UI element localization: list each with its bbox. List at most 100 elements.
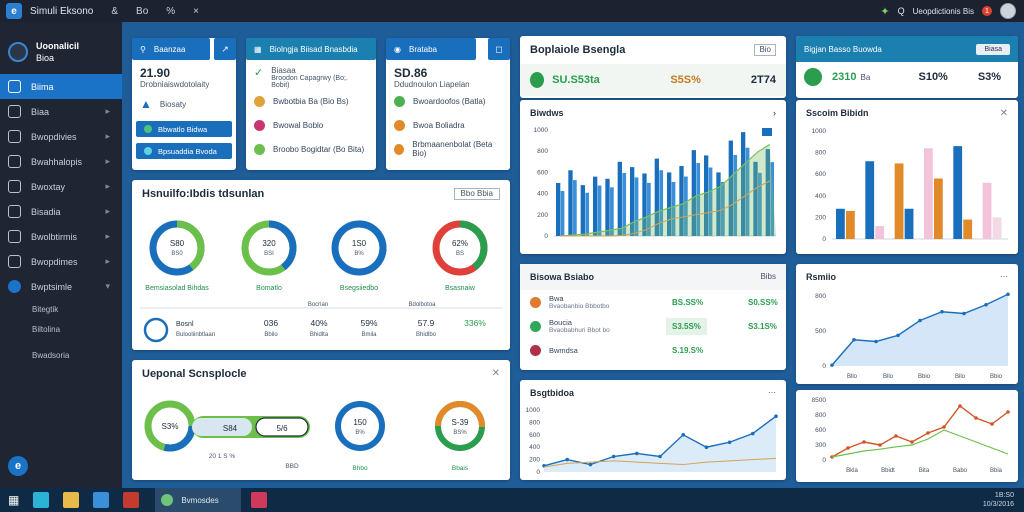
card1-pill-2[interactable]: Bpsuaddia Bvoda <box>136 143 232 159</box>
close-icon[interactable]: × <box>193 5 200 17</box>
sidebar-item-7[interactable]: Bwolbtirmis ▸ <box>0 224 122 249</box>
search-icon[interactable]: Q <box>897 6 905 16</box>
bar <box>953 146 963 239</box>
table-row[interactable]: Bwmdsa S.19.S% <box>520 338 786 362</box>
folder-icon[interactable] <box>63 492 80 508</box>
data-point <box>635 451 639 456</box>
y-tick-label: 1000 <box>812 128 827 135</box>
data-point <box>962 311 966 316</box>
sidebar-item-4[interactable]: Bwahhalopis ▸ <box>0 149 122 174</box>
sidebar-item-9[interactable]: Bwptsimle ▾ <box>0 274 122 299</box>
sidebar-item-5[interactable]: Bwoxtay ▸ <box>0 174 122 199</box>
browser-icon[interactable] <box>33 492 50 508</box>
kpi-right-title: Bigjan Basso Buowda <box>804 44 882 54</box>
tab-1[interactable]: & <box>111 5 119 17</box>
donut-row: S80 BS0 Bemsiasolad Bihdas 320 BSI Bomatlo 1S0… <box>140 220 502 343</box>
leaf-icon[interactable]: ✦ <box>880 5 890 18</box>
sidebar-item-8[interactable]: Bwopdimes ▸ <box>0 249 122 274</box>
data-point <box>1006 292 1010 297</box>
status-dot <box>530 344 541 356</box>
sidebar-item-6[interactable]: Bisadia ▸ <box>0 199 122 224</box>
row-value: S.19.S% <box>672 345 704 355</box>
app-icon-red[interactable] <box>123 492 140 508</box>
lower-title: Ueponal Scnsplocle <box>142 368 247 380</box>
chevron-right-icon: ▸ <box>105 106 110 116</box>
sidebar-item-3[interactable]: Bwopdivies ▸ <box>0 124 122 149</box>
y-tick-label: 200 <box>815 214 826 221</box>
chevron-right-icon: ▸ <box>105 156 110 166</box>
donut-label: Bbais <box>452 465 469 472</box>
row-name: Bwmdsa <box>549 345 578 355</box>
tab-3[interactable]: % <box>166 5 176 17</box>
y-tick-label: 800 <box>529 419 540 426</box>
data-point <box>704 445 709 449</box>
notification-badge[interactable]: 1 <box>982 6 992 16</box>
app-title: Simuli Eksono <box>30 5 94 17</box>
sidebar-subitem-2[interactable]: Biltolina <box>32 324 61 334</box>
sidebar-item-label: Bisadia <box>31 206 61 217</box>
bar <box>704 155 709 236</box>
sidebar-subitem-1[interactable]: Bitegtik <box>32 304 59 314</box>
bar <box>634 177 639 236</box>
check-icon: ✓ <box>254 67 264 79</box>
avatar[interactable] <box>1000 3 1016 19</box>
y-tick-label: 600 <box>529 432 540 439</box>
sidebar-item-label: Biaa <box>31 106 50 117</box>
close-icon[interactable]: ✕ <box>491 368 500 379</box>
data-point <box>894 434 898 438</box>
y-tick-label: 800 <box>815 150 826 157</box>
window-icon[interactable] <box>93 492 110 508</box>
kpi-title: Boplaiole Bsengla <box>530 44 626 56</box>
donut-label: Bsasnaiw <box>445 285 476 292</box>
menu-icon[interactable]: ⋯ <box>1000 272 1008 281</box>
help-icon[interactable]: e <box>8 456 28 476</box>
start-icon[interactable]: ▦ <box>8 493 20 507</box>
card3-button[interactable]: ◉ Brataba <box>386 38 476 60</box>
expand-icon[interactable]: ◻ <box>488 38 510 60</box>
tab-2[interactable]: Bo <box>136 5 149 17</box>
kpi-right-icon <box>804 68 822 86</box>
sidebar-item-2[interactable]: Biaa ▸ <box>0 99 122 124</box>
sidebar-item-label: Bwoxtay <box>31 181 66 192</box>
donut-segment <box>241 220 297 276</box>
bar <box>597 185 602 236</box>
table-panel: Bisowa Bsiabo Bibs Bwa Bvaobanbio Bbbotbo… <box>520 264 786 370</box>
summary-card-1: ⚲ Baanzaa ↗ 21.90 Drobniaiswdotolaity ▲ B… <box>132 38 236 170</box>
taskbar-app[interactable]: Bvmosdes <box>155 488 242 512</box>
stat-sub: Bmila <box>361 332 377 338</box>
bar <box>654 158 659 236</box>
table-row[interactable]: Bwa Bvaobanbio Bbbotbo BS.SS% S0.SS% <box>520 290 786 314</box>
card2-button[interactable]: ▦ Biolngja Biisad Bnasbdia <box>246 38 376 60</box>
chevron-right-icon[interactable]: › <box>773 108 776 118</box>
menu-icon[interactable]: ⋯ <box>768 388 776 397</box>
kpi-right-panel: Bigjan Basso Buowda Biasa 2310 Ba S10% S… <box>796 36 1018 98</box>
sidebar-subitem-3[interactable]: Bwadsoria <box>32 350 70 360</box>
card1-pill-1[interactable]: Bbwatlo Bidwa <box>136 121 232 137</box>
data-point <box>1006 410 1010 414</box>
kpi-right-button[interactable]: Biasa <box>976 43 1010 55</box>
line-chart: 1000 800 600 400 200 0 <box>526 407 778 476</box>
bar <box>865 161 875 239</box>
bar <box>716 172 721 236</box>
kpi-right-v3: S3% <box>977 71 1002 83</box>
area-fill <box>544 416 776 472</box>
close-icon[interactable]: ✕ <box>999 108 1008 119</box>
expand-icon[interactable]: ↗ <box>214 38 236 60</box>
sidebar-item-1[interactable]: Biima <box>0 74 122 99</box>
donut-label: Bomatlo <box>256 285 282 292</box>
table-row[interactable]: Boucia Bvaobabhuri Bbot bo S3.5S% S3.1S% <box>520 314 786 338</box>
data-point <box>846 446 850 450</box>
donut-button[interactable]: Bbo Bbia <box>453 188 500 200</box>
card3-row: Bwoardoofos (Batla) <box>394 89 502 113</box>
kpi-button[interactable]: Bio <box>754 44 776 56</box>
data-point <box>852 337 856 342</box>
card1-button[interactable]: ⚲ Baanzaa <box>132 38 210 60</box>
donut-label: Bsegsiiedbo <box>340 285 378 292</box>
donut-value: 150 <box>353 418 367 427</box>
row-name: Boucia Bvaobabhuri Bbot bo <box>549 318 610 334</box>
bar <box>671 181 676 236</box>
app-icon-pink[interactable] <box>251 492 268 508</box>
x-tick-label: Bbio <box>990 374 1003 380</box>
sidebar-item-label: Bwahhalopis <box>31 156 83 167</box>
kpi-value: SU.S53ta <box>552 74 600 86</box>
